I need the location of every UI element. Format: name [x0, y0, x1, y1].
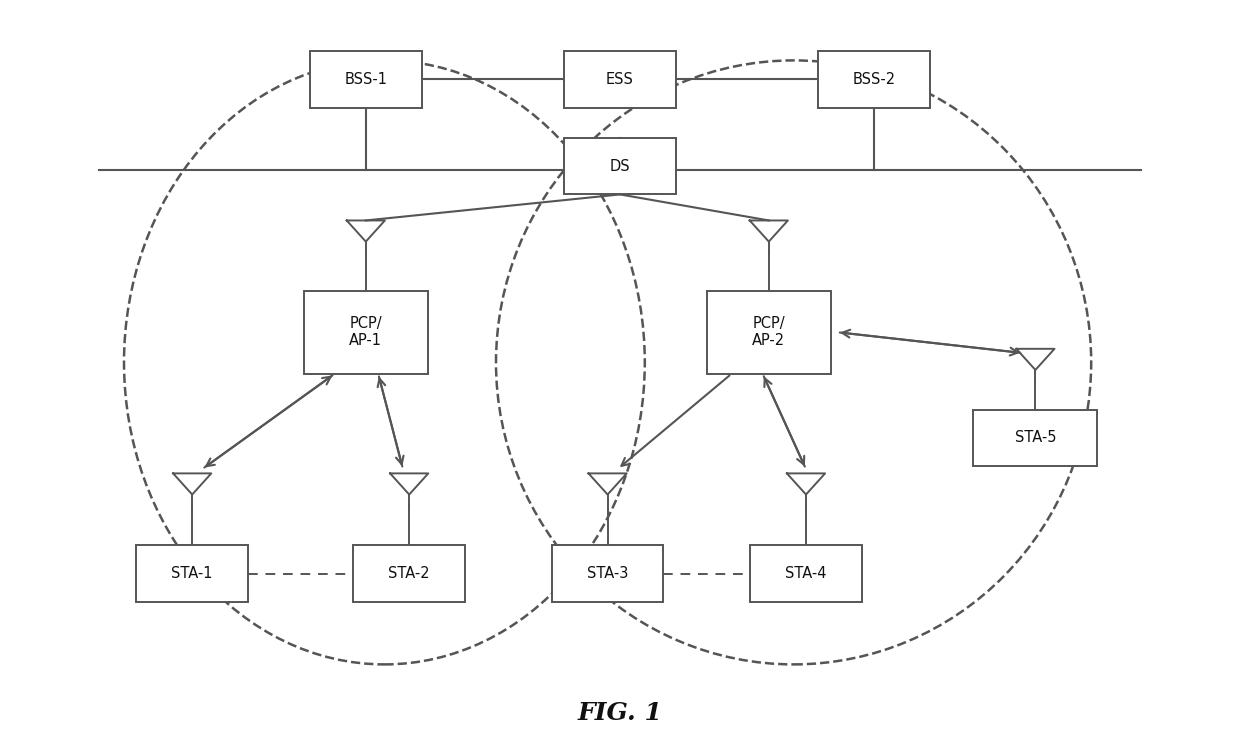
Bar: [564, 51, 676, 107]
Text: FIG. 1: FIG. 1: [578, 701, 662, 726]
Text: BSS-1: BSS-1: [345, 72, 387, 87]
Text: STA-1: STA-1: [171, 566, 213, 581]
Bar: [353, 545, 465, 602]
Bar: [304, 291, 428, 374]
Text: STA-5: STA-5: [1014, 430, 1056, 445]
Bar: [707, 291, 831, 374]
Text: PCP/
AP-2: PCP/ AP-2: [753, 316, 785, 348]
Text: STA-2: STA-2: [388, 566, 430, 581]
Text: DS: DS: [610, 159, 630, 174]
Text: PCP/
AP-1: PCP/ AP-1: [350, 316, 382, 348]
Text: STA-4: STA-4: [785, 566, 827, 581]
Text: ESS: ESS: [606, 72, 634, 87]
Bar: [310, 51, 422, 107]
Bar: [818, 51, 930, 107]
Bar: [564, 137, 676, 194]
Bar: [750, 545, 862, 602]
Text: BSS-2: BSS-2: [853, 72, 895, 87]
Bar: [552, 545, 663, 602]
Bar: [973, 409, 1097, 466]
Text: STA-3: STA-3: [587, 566, 629, 581]
Bar: [136, 545, 248, 602]
